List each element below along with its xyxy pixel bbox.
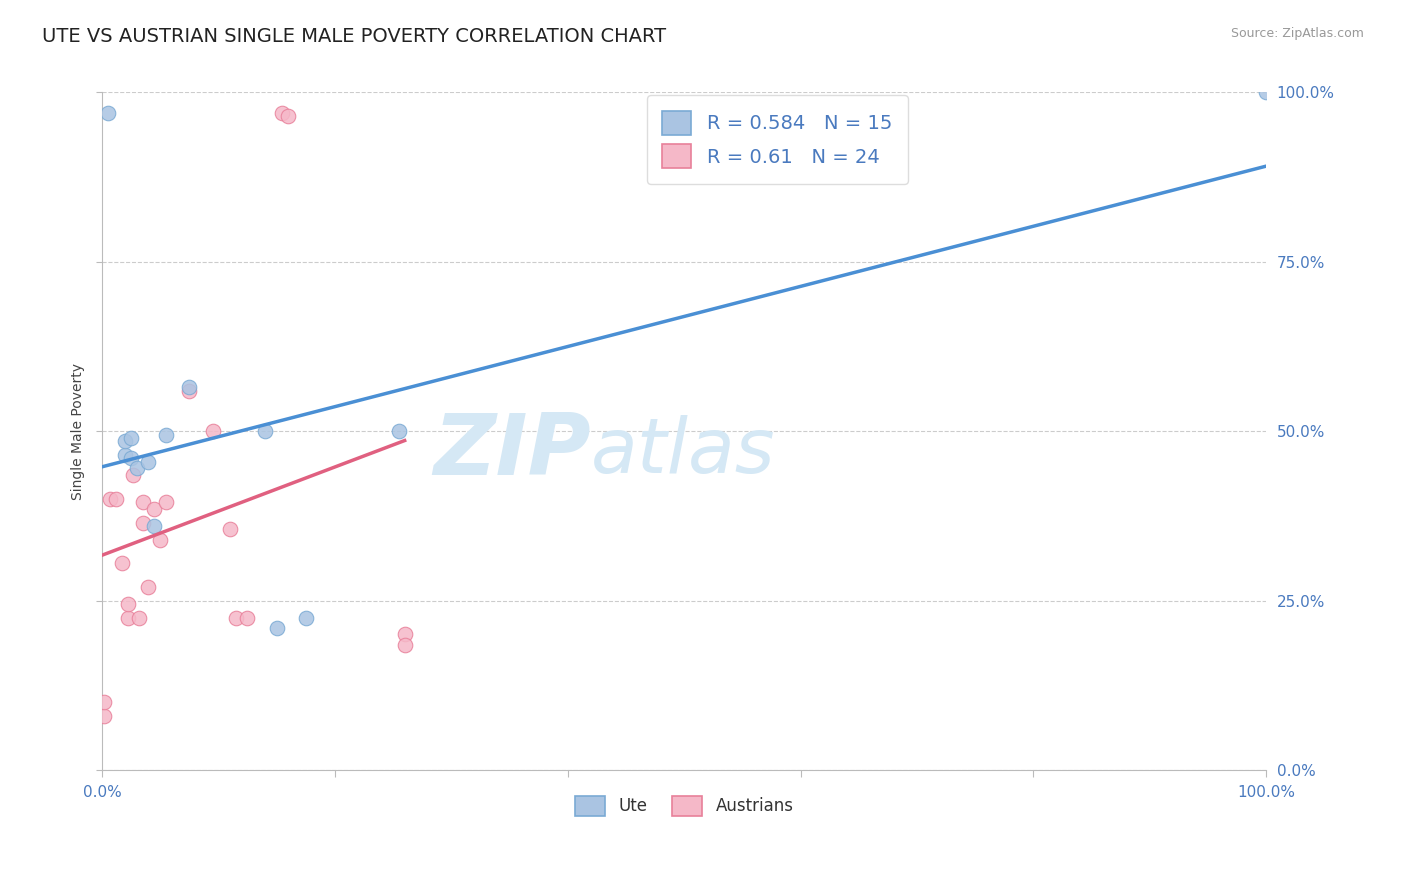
Point <box>93 695 115 709</box>
Point <box>155 495 177 509</box>
Point <box>111 557 134 571</box>
Point <box>253 424 276 438</box>
Point <box>179 380 201 394</box>
Point <box>201 424 224 438</box>
Text: UTE VS AUSTRIAN SINGLE MALE POVERTY CORRELATION CHART: UTE VS AUSTRIAN SINGLE MALE POVERTY CORR… <box>42 27 666 45</box>
Point <box>114 434 136 449</box>
Point <box>236 610 259 624</box>
Legend: Ute, Austrians: Ute, Austrians <box>568 789 800 822</box>
Text: Source: ZipAtlas.com: Source: ZipAtlas.com <box>1230 27 1364 40</box>
Point <box>394 638 416 652</box>
Text: ZIP: ZIP <box>433 410 591 493</box>
Point <box>114 448 136 462</box>
Point <box>219 523 242 537</box>
Point <box>155 427 177 442</box>
Point <box>143 519 166 533</box>
Text: atlas: atlas <box>591 415 776 489</box>
Point <box>97 105 120 120</box>
Point <box>104 491 127 506</box>
Point <box>117 610 139 624</box>
Point <box>179 384 201 398</box>
Point <box>128 610 150 624</box>
Point <box>98 491 121 506</box>
Point <box>131 516 153 530</box>
Point <box>271 105 294 120</box>
Point <box>138 455 160 469</box>
Point <box>125 461 148 475</box>
Point <box>277 109 299 123</box>
Point <box>93 708 115 723</box>
Point <box>131 495 153 509</box>
Point <box>138 580 160 594</box>
Point <box>120 451 142 466</box>
Point <box>294 610 316 624</box>
Point <box>149 533 172 547</box>
Point <box>117 597 139 611</box>
Point <box>225 610 247 624</box>
Y-axis label: Single Male Poverty: Single Male Poverty <box>72 363 86 500</box>
Point <box>120 431 142 445</box>
Point <box>388 424 411 438</box>
Point <box>394 627 416 641</box>
Point <box>122 468 145 483</box>
Point <box>266 621 288 635</box>
Point <box>1256 86 1278 100</box>
Point <box>143 502 166 516</box>
